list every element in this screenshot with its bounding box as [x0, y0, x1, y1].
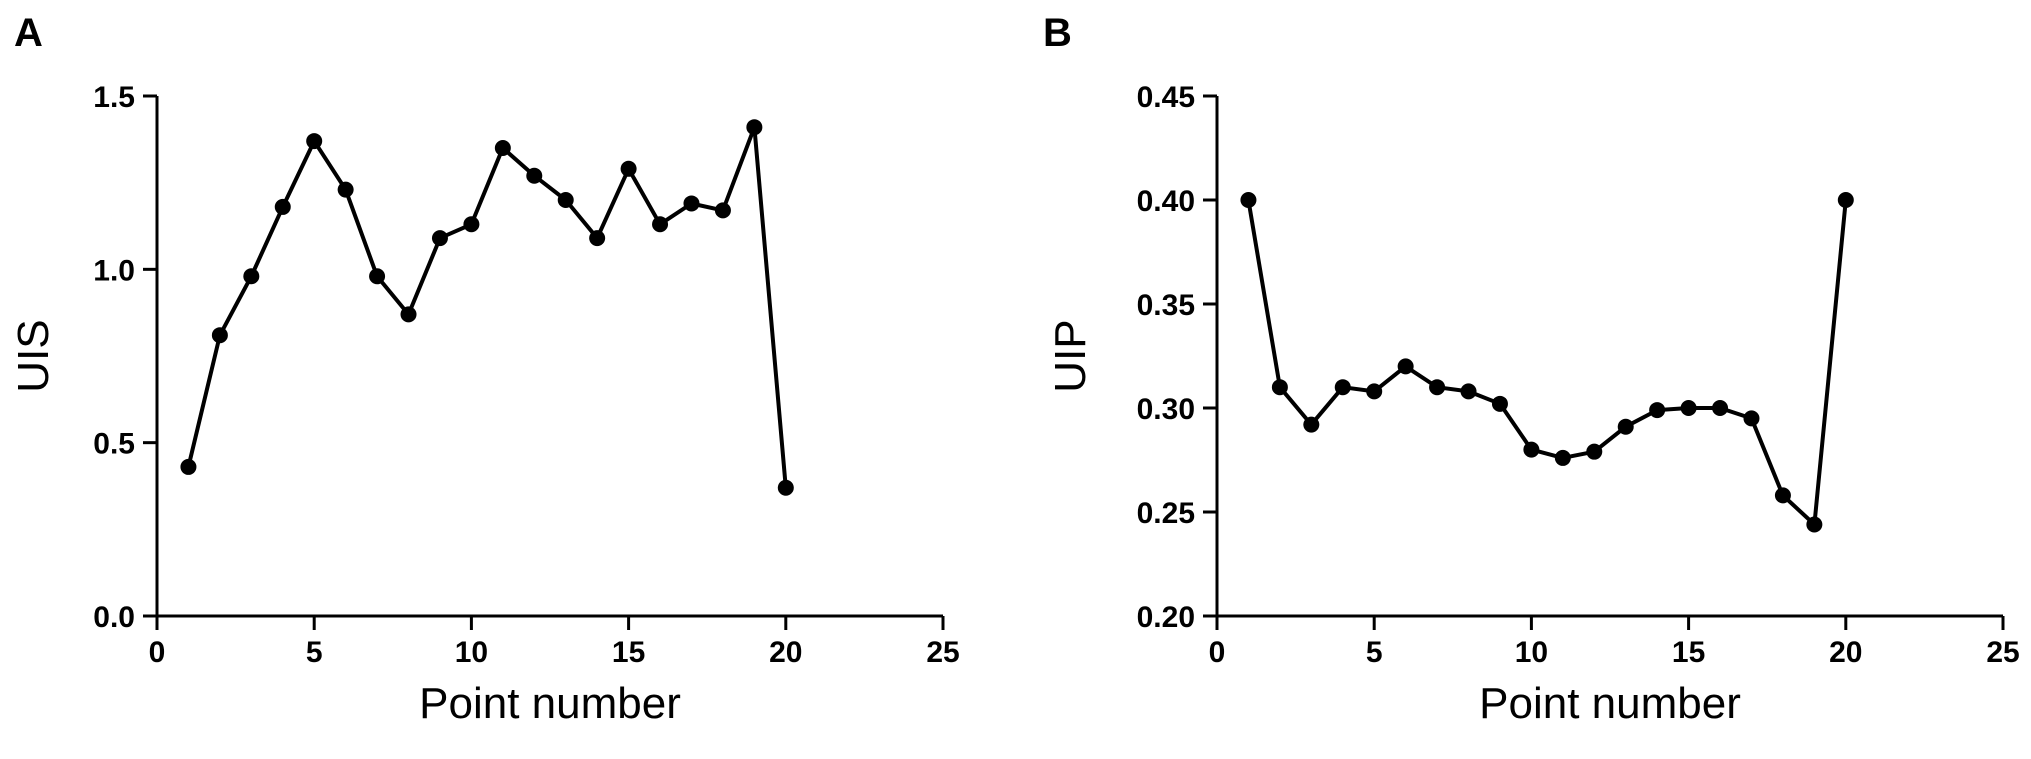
data-point: [337, 181, 354, 198]
x-tick-label: 10: [455, 636, 488, 669]
y-tick-label: 0.25: [1137, 497, 1195, 530]
y-axis-title: UIP: [1046, 319, 1095, 392]
data-point: [369, 268, 386, 285]
data-point: [1460, 383, 1477, 400]
series-line: [186, 125, 788, 488]
panel-label: A: [14, 11, 43, 55]
y-tick-label: 1.5: [93, 81, 135, 114]
data-point: [589, 230, 606, 247]
data-point: [620, 160, 637, 177]
data-point: [1554, 449, 1571, 466]
panel-a: A 0.0 0.5 1.0 1.5 0 5 10 15 20 25 Point number UIS: [9, 11, 960, 728]
data-point: [1680, 400, 1697, 416]
data-point: [463, 216, 480, 233]
data-point: [494, 140, 511, 156]
data-point: [1712, 400, 1729, 416]
data-point: [1523, 441, 1540, 458]
data-point: [1240, 192, 1257, 208]
data-point: [1586, 443, 1603, 460]
data-point: [1397, 358, 1414, 375]
y-tick-label: 0.45: [1137, 81, 1195, 114]
x-tick-label: 20: [769, 636, 802, 669]
data-point: [1366, 383, 1383, 400]
data-point: [1837, 192, 1854, 208]
series-line: [1246, 199, 1848, 527]
x-tick-label: 5: [1366, 636, 1383, 669]
data-point: [683, 195, 700, 212]
data-point: [746, 119, 763, 136]
data-point: [1429, 379, 1446, 396]
data-point: [557, 192, 574, 208]
y-tick-label: 0.30: [1137, 393, 1195, 426]
y-axis-title: UIS: [9, 319, 58, 392]
data-point: [274, 198, 291, 215]
x-tick-label: 25: [1986, 636, 2019, 669]
data-point: [526, 167, 543, 184]
x-axis-title: Point number: [419, 679, 681, 728]
data-point: [1271, 379, 1288, 396]
x-tick-label: 0: [149, 636, 166, 669]
data-point: [431, 230, 448, 247]
y-tick-label: 0.5: [93, 428, 135, 461]
panel-b: B 0.20 0.25 0.30 0.35 0.40 0.45 0 5 10 15 20 25 Point…: [1043, 11, 2020, 728]
x-tick-label: 0: [1209, 636, 1226, 669]
x-tick-label: 10: [1515, 636, 1548, 669]
data-point: [1491, 395, 1508, 412]
x-tick-label: 20: [1829, 636, 1862, 669]
data-point: [306, 133, 323, 150]
data-point: [652, 216, 669, 233]
data-point: [1617, 418, 1634, 435]
data-point: [1774, 487, 1791, 504]
x-tick-label: 15: [612, 636, 645, 669]
data-point: [1303, 416, 1320, 433]
data-point: [1334, 379, 1351, 396]
x-tick-label: 15: [1672, 636, 1705, 669]
data-point: [243, 268, 260, 285]
y-tick-label: 0.0: [93, 601, 135, 634]
y-tick-label: 0.35: [1137, 289, 1195, 322]
panel-label: B: [1043, 11, 1072, 55]
data-point: [714, 202, 731, 219]
data-point: [1649, 402, 1666, 419]
x-axis-title: Point number: [1479, 679, 1741, 728]
y-tick-label: 0.40: [1137, 185, 1195, 218]
data-point: [180, 458, 197, 475]
y-tick-label: 0.20: [1137, 601, 1195, 634]
data-point: [211, 327, 228, 344]
data-point: [777, 479, 794, 496]
data-point: [1743, 410, 1760, 427]
data-point: [400, 306, 417, 323]
x-tick-label: 25: [926, 636, 959, 669]
y-tick-label: 1.0: [93, 254, 135, 287]
data-point: [1806, 516, 1823, 533]
x-tick-label: 5: [306, 636, 323, 669]
